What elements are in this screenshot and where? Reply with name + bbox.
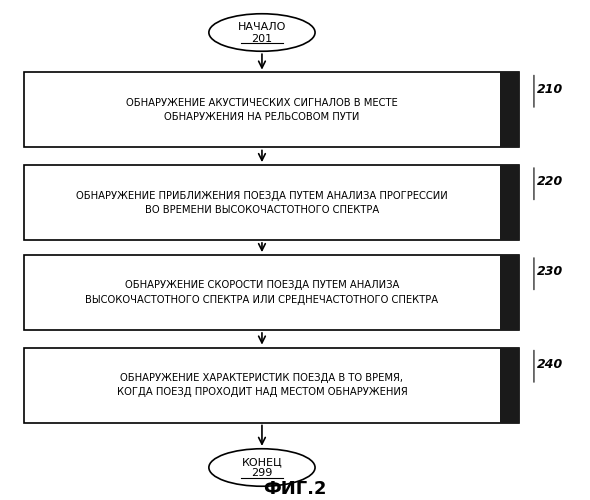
FancyBboxPatch shape [500, 72, 519, 148]
Text: КОНЕЦ: КОНЕЦ [241, 458, 283, 468]
Ellipse shape [209, 14, 315, 52]
Text: 240: 240 [537, 358, 563, 371]
FancyBboxPatch shape [500, 255, 519, 330]
Text: ФИГ.2: ФИГ.2 [263, 480, 327, 498]
FancyBboxPatch shape [500, 348, 519, 422]
FancyBboxPatch shape [500, 165, 519, 240]
FancyBboxPatch shape [24, 348, 519, 422]
Text: ОБНАРУЖЕНИЕ АКУСТИЧЕСКИХ СИГНАЛОВ В МЕСТЕ
ОБНАРУЖЕНИЯ НА РЕЛЬСОВОМ ПУТИ: ОБНАРУЖЕНИЕ АКУСТИЧЕСКИХ СИГНАЛОВ В МЕСТ… [126, 98, 398, 122]
FancyBboxPatch shape [24, 72, 519, 148]
Text: ОБНАРУЖЕНИЕ СКОРОСТИ ПОЕЗДА ПУТЕМ АНАЛИЗА
ВЫСОКОЧАСТОТНОГО СПЕКТРА ИЛИ СРЕДНЕЧАС: ОБНАРУЖЕНИЕ СКОРОСТИ ПОЕЗДА ПУТЕМ АНАЛИЗ… [86, 280, 438, 304]
Text: 201: 201 [251, 34, 273, 43]
Text: 220: 220 [537, 176, 563, 188]
Ellipse shape [209, 449, 315, 486]
FancyBboxPatch shape [24, 255, 519, 330]
Text: ОБНАРУЖЕНИЕ ПРИБЛИЖЕНИЯ ПОЕЗДА ПУТЕМ АНАЛИЗА ПРОГРЕССИИ
ВО ВРЕМЕНИ ВЫСОКОЧАСТОТН: ОБНАРУЖЕНИЕ ПРИБЛИЖЕНИЯ ПОЕЗДА ПУТЕМ АНА… [76, 190, 448, 214]
Text: 299: 299 [251, 468, 273, 478]
Text: 210: 210 [537, 83, 563, 96]
Text: 230: 230 [537, 266, 563, 278]
Text: ОБНАРУЖЕНИЕ ХАРАКТЕРИСТИК ПОЕЗДА В ТО ВРЕМЯ,
КОГДА ПОЕЗД ПРОХОДИТ НАД МЕСТОМ ОБН: ОБНАРУЖЕНИЕ ХАРАКТЕРИСТИК ПОЕЗДА В ТО ВР… [117, 373, 407, 397]
Text: НАЧАЛО: НАЧАЛО [238, 22, 286, 32]
FancyBboxPatch shape [24, 165, 519, 240]
